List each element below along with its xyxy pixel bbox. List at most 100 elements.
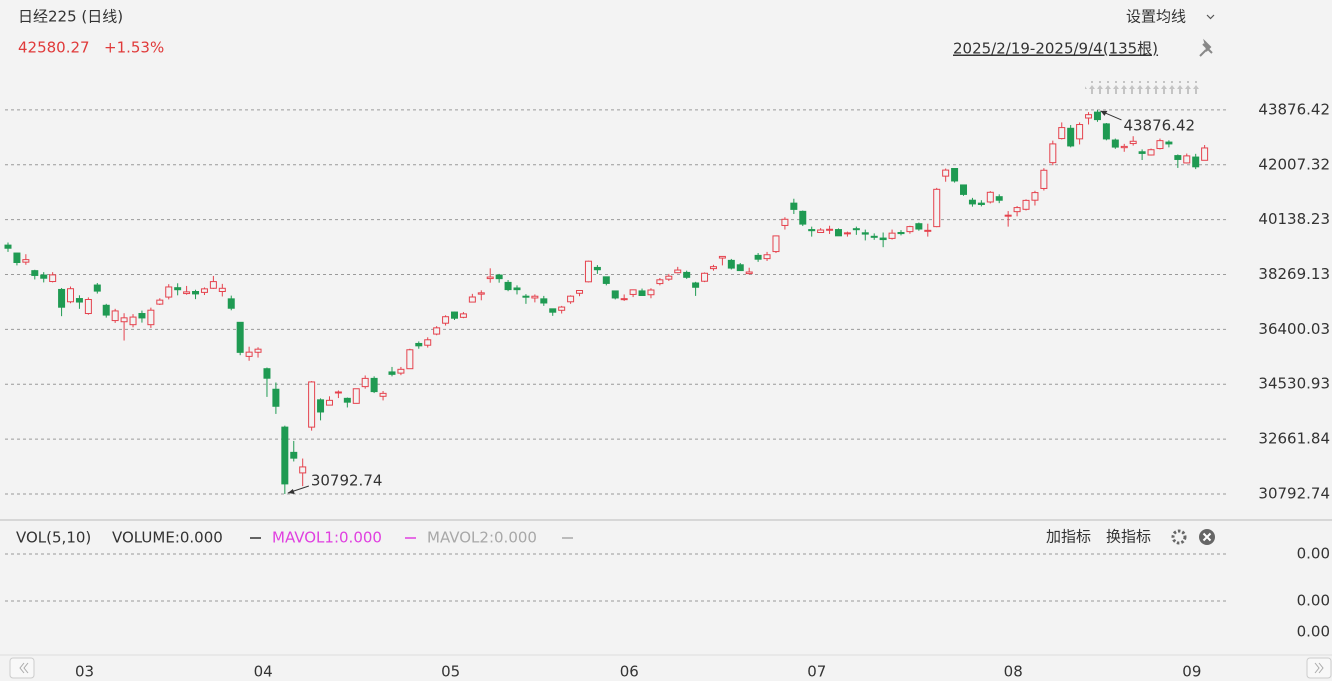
candle-body	[406, 349, 414, 370]
candle-body	[308, 381, 316, 428]
candle-body	[93, 284, 101, 292]
candle-body	[593, 266, 601, 271]
candle-body	[968, 199, 976, 205]
date-range[interactable]: 2025/2/19-2025/9/4(135根)	[953, 40, 1158, 58]
candle-body	[995, 196, 1003, 201]
x-tick-label: 03	[75, 663, 94, 681]
candle-body	[709, 266, 717, 270]
mavol2: MAVOL2:0.000	[427, 529, 537, 547]
candle-body	[781, 218, 789, 226]
mavol1: MAVOL1:0.000	[272, 529, 382, 547]
vol-name: VOL(5,10)	[16, 529, 91, 547]
min-label: 30792.74	[311, 471, 383, 489]
candle-body	[281, 426, 289, 485]
candle-body	[558, 306, 566, 311]
candle-body	[942, 169, 950, 177]
candle-body	[1040, 169, 1048, 189]
candle-body	[1085, 114, 1093, 119]
candle-body	[576, 290, 584, 294]
candle-body	[504, 281, 512, 291]
candle-body	[325, 399, 333, 406]
candle-body	[629, 289, 637, 295]
title: 日经225 (日线)	[18, 8, 123, 26]
candle-body	[727, 259, 735, 269]
candle-body	[1013, 207, 1021, 213]
candle-body	[67, 288, 75, 303]
candle-body	[834, 229, 842, 237]
candle-body	[951, 168, 959, 182]
candle-body	[1120, 145, 1128, 149]
candle-body	[75, 298, 83, 303]
candle-body	[129, 316, 137, 326]
candle-body	[40, 274, 48, 279]
candle-body	[31, 270, 39, 276]
scroll-left[interactable]	[9, 657, 35, 679]
candle-body	[656, 279, 664, 285]
candle-body	[915, 223, 923, 230]
candle-body	[513, 287, 521, 291]
candle-body	[522, 295, 530, 298]
vol-tick: 0.00	[1297, 623, 1330, 641]
scroll-left-icon[interactable]	[19, 662, 29, 674]
candle-body	[879, 237, 887, 241]
candle-body	[1093, 111, 1101, 121]
candle-body	[49, 274, 57, 283]
candle-body	[888, 232, 896, 239]
candle-body	[701, 272, 709, 282]
candle-body	[424, 339, 432, 346]
candle-body	[299, 466, 307, 474]
y-tick-label: 40138.23	[1258, 210, 1330, 228]
candle-body	[924, 229, 932, 232]
vol-tick: 0.00	[1297, 545, 1330, 563]
candle-body	[1102, 123, 1110, 140]
candle-body	[1183, 155, 1191, 164]
candle-body	[218, 287, 226, 293]
markers	[1085, 81, 1199, 94]
candle-body	[1004, 214, 1012, 217]
candle-body	[602, 276, 610, 284]
candle-body	[22, 259, 30, 263]
y-tick-label: 34530.93	[1258, 375, 1330, 393]
candle-body	[459, 313, 467, 318]
candle-body	[111, 310, 119, 322]
ma-setting[interactable]: 设置均线	[1126, 8, 1186, 26]
candle-body	[986, 191, 994, 203]
candle-body	[977, 202, 985, 205]
candle-body	[1156, 140, 1164, 150]
candle-body	[343, 397, 351, 403]
y-tick-label: 38269.13	[1258, 265, 1330, 283]
candle-body	[1174, 155, 1182, 160]
candle-body	[272, 388, 280, 407]
candle-body	[317, 399, 325, 413]
candle-body	[1022, 199, 1030, 210]
candles	[4, 109, 1209, 494]
candle-body	[852, 228, 860, 231]
candle-body	[236, 321, 244, 353]
candle-body	[1067, 127, 1075, 147]
candle-body	[1031, 192, 1039, 201]
dropdown-icon[interactable]	[1206, 14, 1215, 20]
max-arrowhead	[1100, 110, 1108, 116]
x-tick-label: 07	[807, 663, 826, 681]
candle-body	[647, 289, 655, 296]
y-tick-label: 43876.42	[1258, 100, 1330, 118]
candle-body	[451, 311, 458, 319]
y-tick-label: 42007.32	[1258, 155, 1330, 173]
candle-body	[388, 371, 396, 375]
scroll-right-icon[interactable]	[1314, 662, 1324, 674]
add-indicator[interactable]: 加指标	[1046, 528, 1091, 546]
candle-body	[254, 348, 262, 353]
settings-icon[interactable]	[1171, 529, 1187, 545]
candle-body	[58, 288, 66, 308]
candle-body	[147, 309, 155, 326]
switch-indicator[interactable]: 换指标	[1106, 528, 1151, 546]
candle-body	[361, 377, 369, 388]
candle-body	[567, 295, 575, 303]
close-x[interactable]	[1202, 532, 1212, 542]
candle-body	[486, 276, 494, 280]
candle-body	[692, 282, 700, 288]
pin-icon[interactable]	[1199, 38, 1213, 57]
candle-body	[138, 313, 146, 319]
